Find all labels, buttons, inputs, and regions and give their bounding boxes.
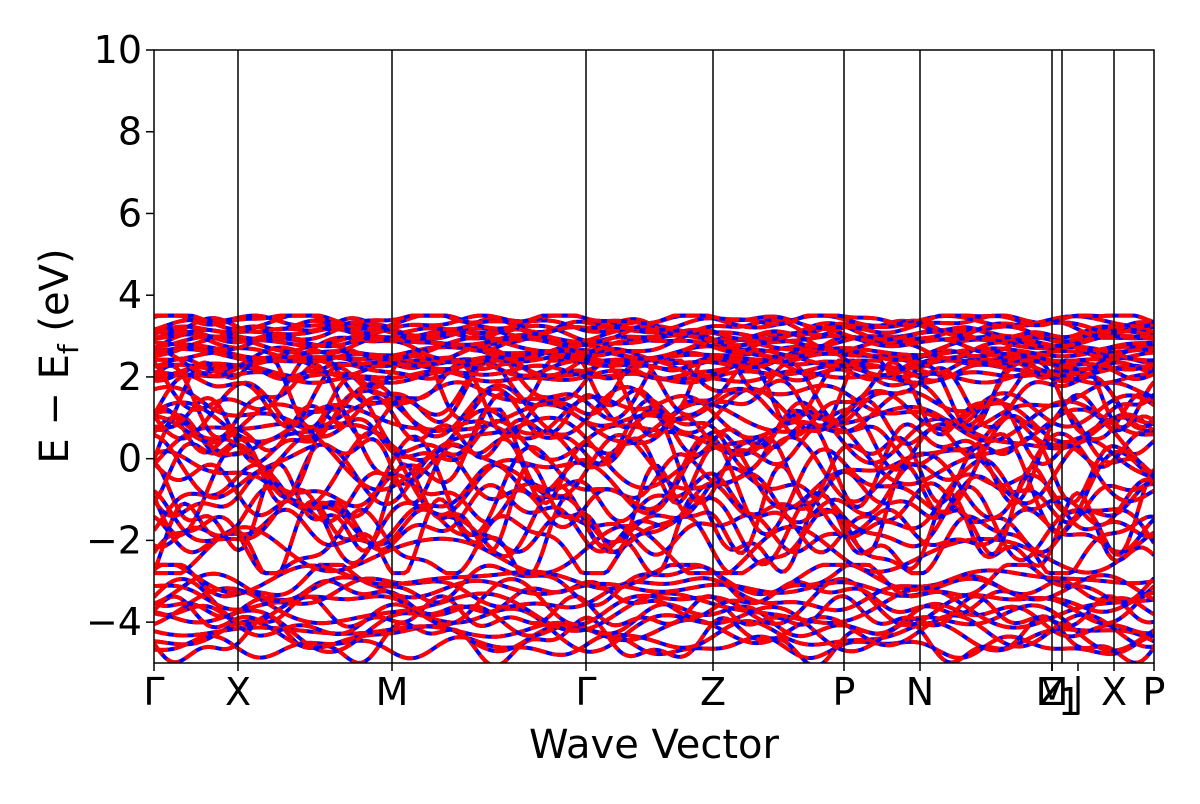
y-axis-label-unit: (eV)	[32, 248, 78, 344]
band-line-red	[154, 612, 1154, 649]
y-axis-label: E − Ef (eV)	[32, 248, 85, 463]
y-axis-label-main: E − E	[32, 354, 78, 464]
band-line-red	[154, 327, 1154, 349]
x-axis-label: Wave Vector	[529, 722, 780, 768]
band-line-red	[154, 359, 1154, 440]
x-tick-label: X	[225, 670, 251, 714]
kpoint-lines-layer	[237, 50, 1115, 663]
band-line-red	[154, 586, 1154, 633]
band-line-red	[154, 507, 1154, 557]
x-tick-label: N	[906, 670, 934, 714]
x-axis: Γ X M Γ Z P N ZM1| X P	[143, 663, 1165, 724]
bands-layer	[154, 313, 1154, 663]
y-tick-label: 10	[94, 28, 142, 72]
band-line-red	[154, 407, 1154, 492]
y-tick-label: −2	[86, 518, 142, 562]
band-line-red	[154, 507, 1154, 576]
x-tick-label: 1	[1058, 680, 1082, 724]
band-line-red	[154, 429, 1154, 521]
x-tick-label: P	[1143, 670, 1166, 714]
y-axis-label-subscript: f	[52, 343, 85, 354]
band-line-red	[154, 601, 1154, 639]
x-tick-label: Γ	[575, 670, 596, 714]
y-tick-label: 4	[118, 273, 142, 317]
y-tick-label: 6	[118, 191, 142, 235]
band-line-red	[154, 469, 1154, 525]
band-line-red	[154, 380, 1154, 441]
band-line-red	[154, 407, 1154, 466]
x-tick-label: P	[833, 670, 856, 714]
band-line-red	[154, 313, 1154, 332]
x-tick-label: M	[376, 670, 409, 714]
x-tick-label: X	[1101, 670, 1127, 714]
band-line-red	[154, 619, 1154, 654]
band-line-red	[154, 481, 1154, 555]
band-line-red	[154, 358, 1154, 432]
band-line-red	[154, 321, 1154, 344]
y-tick-label: 8	[118, 110, 142, 154]
x-tick-label: |	[1072, 670, 1085, 715]
band-line-red	[154, 399, 1154, 444]
x-tick-label: Z	[700, 670, 726, 714]
band-line-red	[154, 332, 1154, 361]
band-line-red	[154, 380, 1154, 430]
x-tick-label: Z	[1039, 670, 1065, 714]
band-line-red	[154, 313, 1154, 328]
y-tick-label: −4	[86, 600, 142, 644]
band-line-red	[154, 578, 1154, 620]
band-line-red	[154, 523, 1154, 576]
y-tick-label: 2	[118, 355, 142, 399]
x-tick-label: Γ	[143, 670, 164, 714]
band-line-red	[154, 316, 1154, 338]
y-axis: 10 8 6 4 2 0 −2 −4	[86, 28, 154, 644]
band-line-red	[154, 435, 1154, 506]
x-tick-label: M	[1036, 670, 1069, 714]
plot-frame	[153, 49, 1155, 664]
y-tick-label: 0	[118, 437, 142, 481]
band-line-red	[154, 483, 1154, 567]
band-line-red	[154, 594, 1154, 630]
